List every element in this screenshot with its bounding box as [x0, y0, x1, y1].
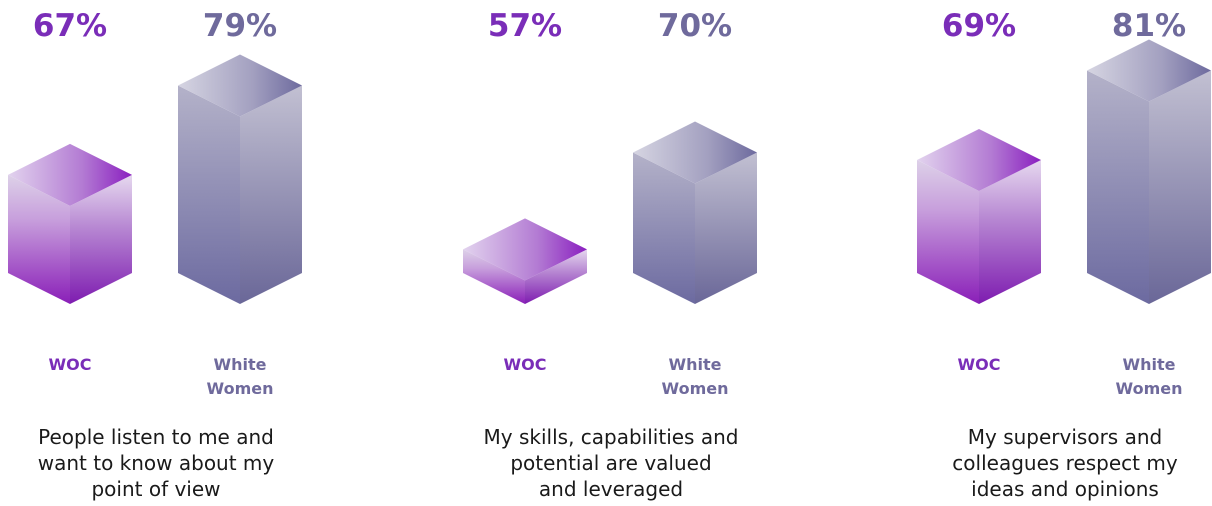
bar-white-women: [178, 54, 302, 304]
value-label: 67%: [33, 8, 107, 44]
bar-woc: [8, 143, 132, 304]
bar-front-face: [463, 249, 525, 304]
series-label-white-women: White Women: [207, 355, 274, 398]
bar-front-face: [917, 159, 979, 304]
bar-top-face: [463, 218, 587, 281]
series-label-woc: WOC: [49, 355, 92, 374]
bar-side-face: [979, 159, 1041, 304]
bar-group-3: 69% WOC 81% White Women My supervisors and col…: [917, 8, 1211, 501]
bar-top-face: [1087, 39, 1211, 102]
bar-top-face: [633, 121, 757, 184]
bar-woc: [463, 218, 587, 304]
bar-white-women: [1087, 39, 1211, 304]
bar-front-face: [8, 174, 70, 304]
series-label-white-women: White Women: [1116, 355, 1183, 398]
series-label-woc: WOC: [958, 355, 1001, 374]
bar-top-face: [917, 128, 1041, 191]
value-label: 79%: [203, 8, 277, 44]
value-label: 57%: [488, 8, 562, 44]
bar-front-face: [633, 152, 695, 304]
series-label-white-women: White Women: [662, 355, 729, 398]
value-label: 81%: [1112, 8, 1186, 44]
bar-side-face: [240, 85, 302, 304]
bar-front-face: [1087, 70, 1149, 304]
bar-white-women: [633, 121, 757, 304]
bar-group-1: 67% WOC 79% White Women People listen to me a…: [8, 8, 302, 501]
bar-side-face: [525, 249, 587, 304]
bar-side-face: [695, 152, 757, 304]
group-caption: People listen to me and want to know abou…: [38, 425, 275, 501]
bar-group-2: 57% WOC 70% White Women My skills, capabiliti…: [463, 8, 757, 501]
bar-top-face: [8, 143, 132, 206]
bar-front-face: [178, 85, 240, 304]
value-label: 69%: [942, 8, 1016, 44]
bar-woc: [917, 128, 1041, 304]
bar-side-face: [70, 174, 132, 304]
group-caption: My supervisors and colleagues respect my i…: [952, 425, 1178, 501]
group-caption: My skills, capabilities and potential are…: [484, 425, 739, 501]
series-label-woc: WOC: [504, 355, 547, 374]
value-label: 70%: [658, 8, 732, 44]
bar-top-face: [178, 54, 302, 117]
bar-side-face: [1149, 70, 1211, 304]
